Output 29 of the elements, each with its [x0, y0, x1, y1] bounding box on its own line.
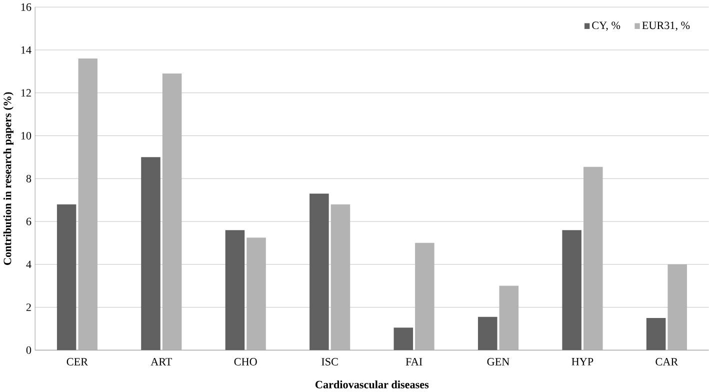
x-tick-label: CAR	[656, 358, 678, 366]
bar	[562, 230, 582, 350]
x-tick-label: ISC	[322, 358, 338, 366]
legend-label: CY, %	[592, 22, 620, 31]
y-tick-label: 14	[21, 46, 32, 54]
bar	[141, 157, 160, 350]
y-tick-label: 4	[26, 260, 32, 268]
bar	[478, 317, 498, 350]
x-tick-label: HYP	[572, 358, 594, 366]
y-axis-title: Contribution in research papers (%)	[3, 92, 14, 266]
x-tick-label: CHO	[234, 358, 257, 366]
legend-label: EUR31, %	[642, 22, 690, 31]
bar	[646, 318, 666, 350]
bar	[56, 204, 76, 350]
bar	[394, 328, 414, 350]
x-tick-label: CER	[66, 358, 88, 366]
y-tick-label: 6	[26, 218, 32, 226]
x-axis-title: Cardiovascular diseases	[316, 380, 429, 389]
y-tick-label: 12	[21, 89, 31, 97]
y-tick-label: 2	[26, 304, 31, 312]
y-tick-label: 0	[26, 346, 32, 354]
y-tick-label: 16	[21, 3, 32, 11]
y-tick-label: 8	[26, 174, 32, 182]
x-tick-label: FAI	[406, 358, 422, 366]
x-tick-label: ART	[150, 358, 172, 366]
x-tick-label: GEN	[487, 358, 510, 366]
y-tick-label: 10	[21, 132, 32, 140]
bar	[225, 230, 245, 350]
bar	[310, 194, 329, 350]
